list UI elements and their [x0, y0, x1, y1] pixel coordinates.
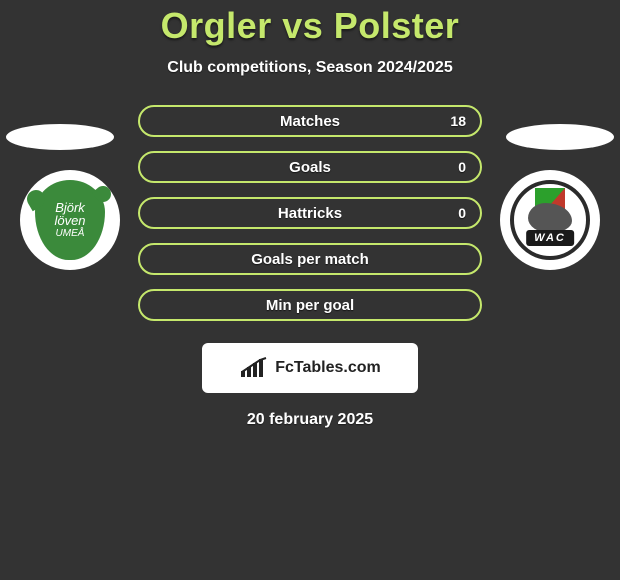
crest-text-line: löven [54, 214, 85, 227]
page-title: Orgler vs Polster [0, 5, 620, 47]
bjorkloven-crest-icon: Björk löven UMEÅ [35, 180, 105, 260]
club-badge-right: WAC [500, 170, 600, 270]
stat-row-goals: Goals 0 [138, 151, 482, 183]
stat-rows: Matches 18 Goals 0 Hattricks 0 Goals per… [138, 105, 482, 321]
brand-text: FcTables.com [275, 359, 381, 377]
stat-right-value: 0 [458, 159, 466, 175]
stat-right-value: 0 [458, 205, 466, 221]
stat-right-value: 18 [450, 113, 466, 129]
crest-text-line: UMEÅ [56, 229, 85, 239]
subtitle: Club competitions, Season 2024/2025 [0, 59, 620, 77]
stats-card: Orgler vs Polster Club competitions, Sea… [0, 0, 620, 440]
brand-box[interactable]: FcTables.com [202, 343, 418, 393]
stat-row-min-per-goal: Min per goal [138, 289, 482, 321]
stat-label: Min per goal [266, 297, 354, 314]
wac-text: WAC [526, 230, 574, 246]
bar-chart-icon [239, 357, 269, 379]
club-badge-left: Björk löven UMEÅ [20, 170, 120, 270]
stat-row-hattricks: Hattricks 0 [138, 197, 482, 229]
player-photo-placeholder-left [6, 124, 114, 150]
stat-label: Matches [280, 113, 340, 130]
stat-label: Hattricks [278, 205, 342, 222]
date-text: 20 february 2025 [0, 411, 620, 429]
player-photo-placeholder-right [506, 124, 614, 150]
stat-label: Goals per match [251, 251, 369, 268]
stat-row-matches: Matches 18 [138, 105, 482, 137]
stat-label: Goals [289, 159, 331, 176]
wac-crest-icon: WAC [510, 180, 590, 260]
stat-row-goals-per-match: Goals per match [138, 243, 482, 275]
